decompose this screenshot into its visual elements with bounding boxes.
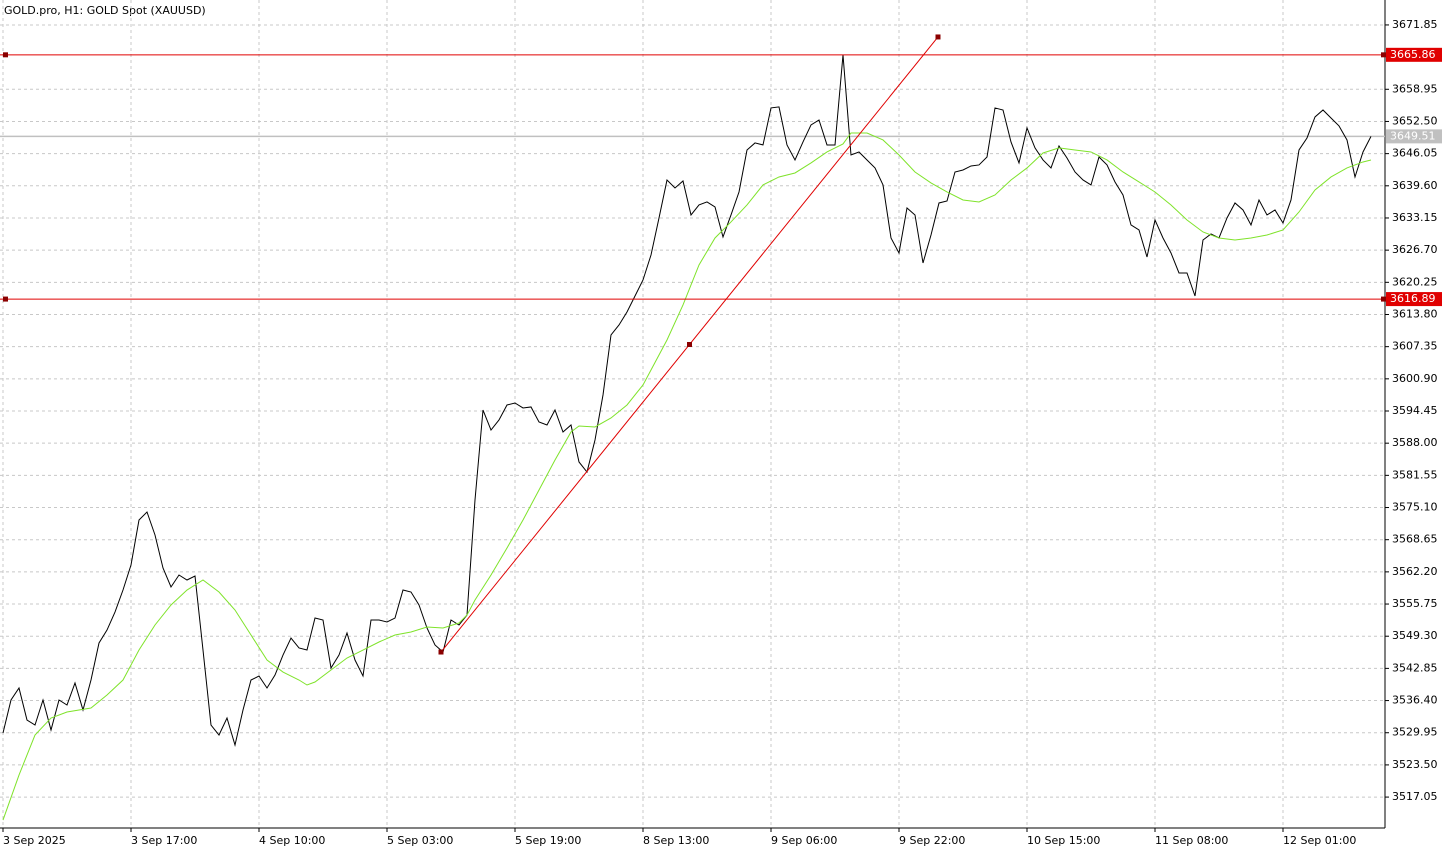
x-tick-label: 3 Sep 17:00 <box>131 834 197 847</box>
level-anchor <box>1381 52 1386 58</box>
y-tick-label: 3555.75 <box>1392 597 1438 610</box>
y-tick-label: 3620.25 <box>1392 275 1438 288</box>
x-tick-label: 5 Sep 03:00 <box>387 834 453 847</box>
x-tick-label: 4 Sep 10:00 <box>259 834 325 847</box>
level-label-box <box>1386 292 1442 307</box>
y-tick-label: 3562.20 <box>1392 565 1438 578</box>
price-label-box <box>1386 129 1442 144</box>
y-tick-label: 3613.80 <box>1392 307 1438 320</box>
level-label: 3616.89 <box>1390 292 1436 305</box>
trendline-anchor <box>935 34 941 40</box>
y-tick-label: 3626.70 <box>1392 243 1438 256</box>
x-tick-label: 11 Sep 08:00 <box>1155 834 1228 847</box>
y-tick-label: 3600.90 <box>1392 372 1438 385</box>
y-tick-label: 3549.30 <box>1392 629 1438 642</box>
y-tick-label: 3594.45 <box>1392 404 1438 417</box>
x-tick-label: 5 Sep 19:00 <box>515 834 581 847</box>
y-tick-label: 3529.95 <box>1392 726 1438 739</box>
x-tick-label: 8 Sep 13:00 <box>643 834 709 847</box>
level-anchor <box>3 296 8 302</box>
x-tick-label: 9 Sep 06:00 <box>771 834 837 847</box>
y-tick-label: 3633.15 <box>1392 211 1438 224</box>
x-tick-label: 3 Sep 2025 <box>3 834 66 847</box>
y-tick-label: 3588.00 <box>1392 436 1438 449</box>
y-tick-label: 3607.35 <box>1392 340 1438 353</box>
y-tick-label: 3542.85 <box>1392 661 1438 674</box>
level-label: 3665.86 <box>1390 48 1436 61</box>
y-tick-label: 3671.85 <box>1392 18 1438 31</box>
x-tick-label: 9 Sep 22:00 <box>899 834 965 847</box>
y-tick-label: 3523.50 <box>1392 758 1438 771</box>
y-tick-label: 3568.65 <box>1392 533 1438 546</box>
y-tick-label: 3536.40 <box>1392 694 1438 707</box>
trendline-anchor <box>438 649 444 655</box>
series-line <box>2 54 1372 747</box>
x-tick-label: 12 Sep 01:00 <box>1283 834 1356 847</box>
y-tick-label: 3581.55 <box>1392 468 1438 481</box>
y-tick-label: 3646.05 <box>1392 147 1438 160</box>
level-anchor <box>3 52 8 58</box>
y-tick-label: 3652.50 <box>1392 114 1438 127</box>
price-label: 3649.51 <box>1390 129 1436 142</box>
y-tick-label: 3517.05 <box>1392 790 1438 803</box>
x-tick-label: 10 Sep 15:00 <box>1027 834 1100 847</box>
level-label-box <box>1386 47 1442 62</box>
series-line <box>2 132 1372 821</box>
level-anchor <box>1381 296 1386 302</box>
y-tick-label: 3575.10 <box>1392 501 1438 514</box>
y-tick-label: 3639.60 <box>1392 179 1438 192</box>
chart-title: GOLD.pro, H1: GOLD Spot (XAUUSD) <box>4 4 206 17</box>
trendline-anchor <box>687 341 692 347</box>
y-tick-label: 3658.95 <box>1392 82 1438 95</box>
